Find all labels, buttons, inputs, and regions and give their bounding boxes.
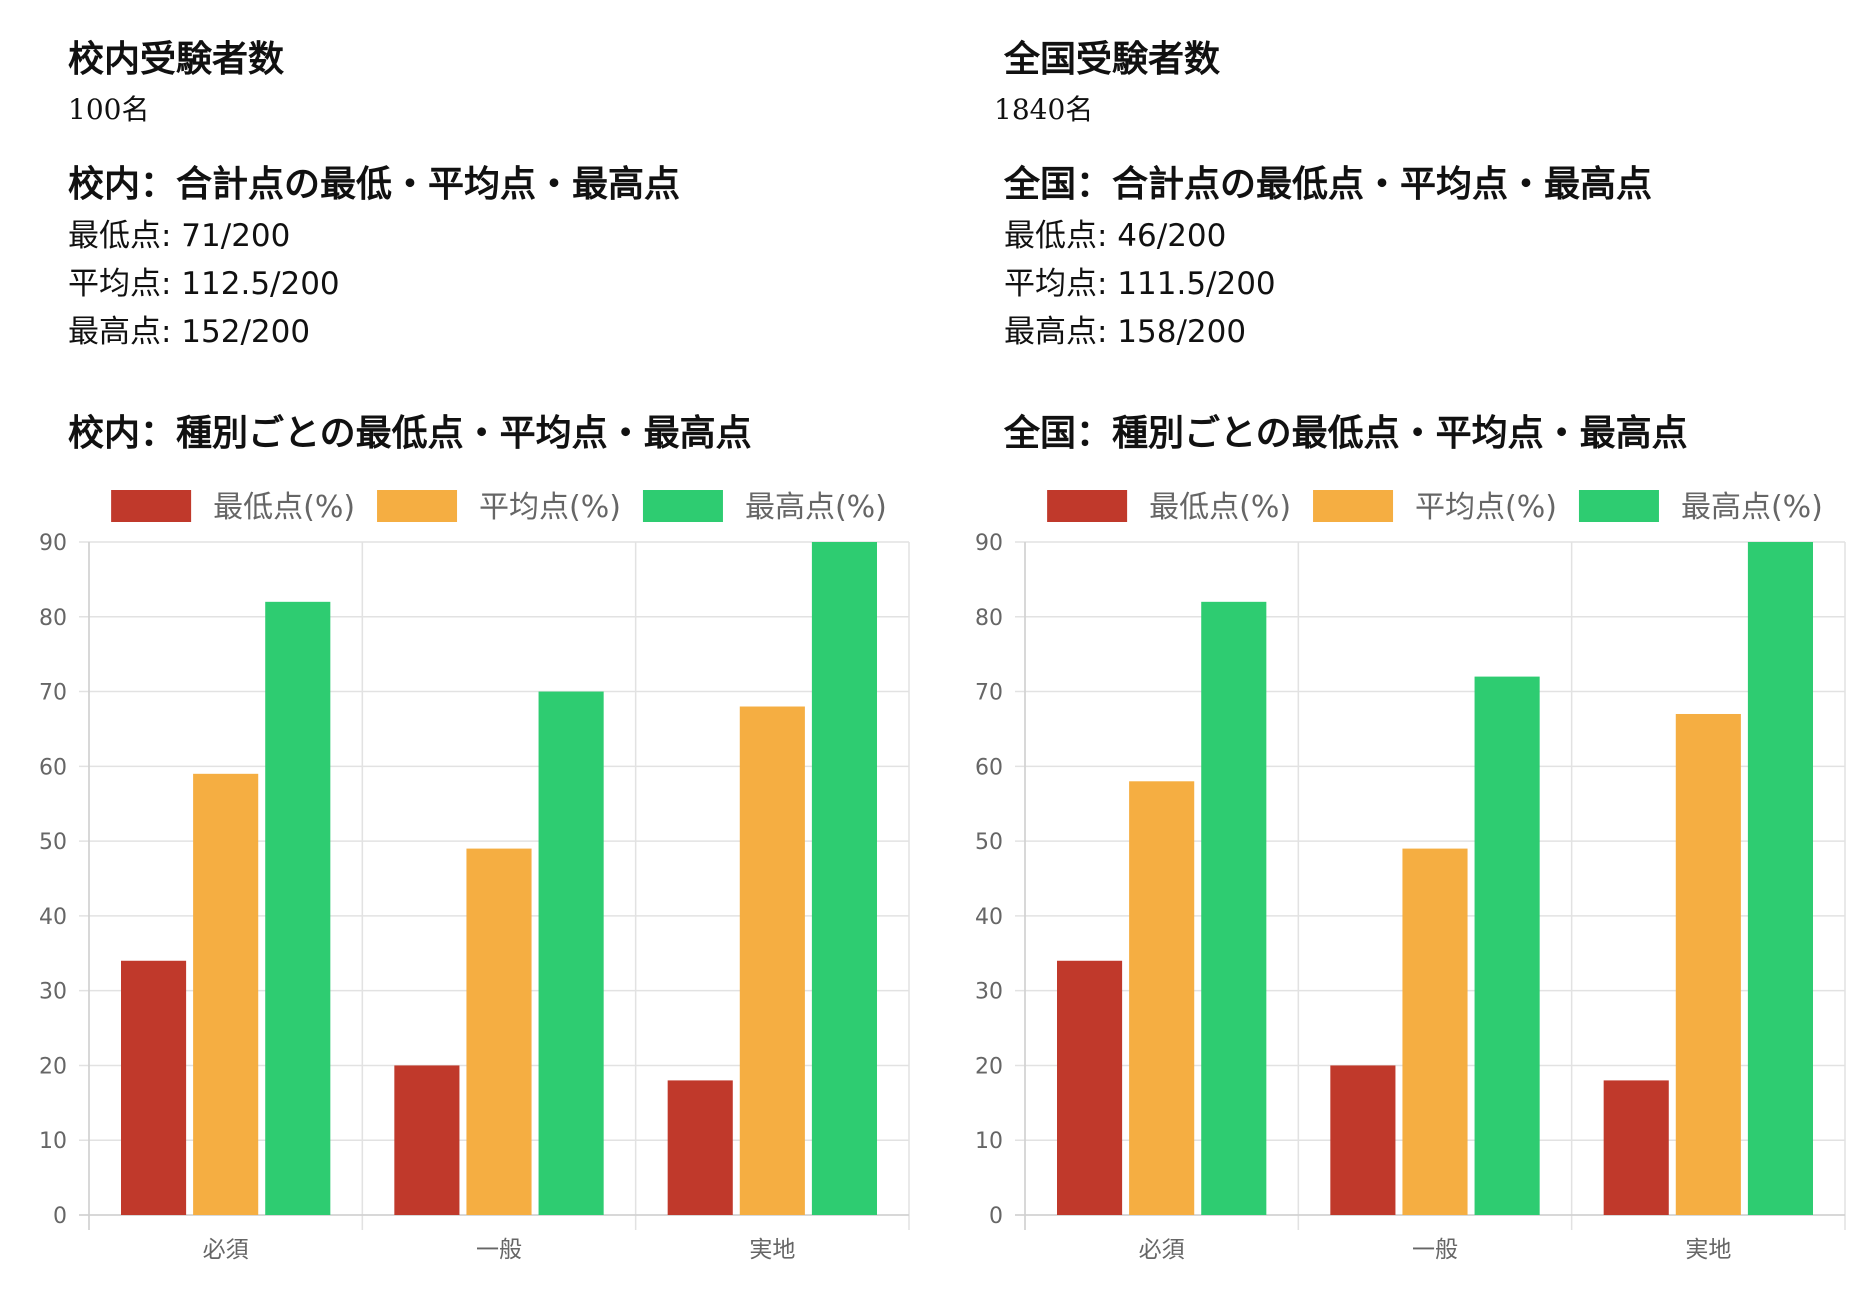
y-tick-label: 90 [39, 531, 67, 556]
x-tick-label: 必須 [203, 1237, 249, 1263]
national-count-value: 1840名 [994, 93, 1094, 126]
y-tick-label: 10 [39, 1129, 67, 1154]
school-count-value: 100名 [68, 93, 150, 126]
legend-swatch [642, 490, 723, 522]
y-tick-label: 10 [975, 1129, 1003, 1154]
bar [394, 1065, 460, 1215]
school-category-title: 校内：種別ごとの最低点・平均点・最高点 [68, 413, 752, 454]
legend-label: 平均点(%) [479, 490, 621, 525]
legend-label: 最低点(%) [1149, 490, 1291, 525]
bar [1603, 1080, 1669, 1215]
national-category-title: 全国：種別ごとの最低点・平均点・最高点 [1004, 413, 1688, 454]
y-tick-label: 60 [39, 755, 67, 780]
bar [466, 848, 532, 1215]
national-panel: 全国受験者数 1840名 全国：合計点の最低点・平均点・最高点 最低点: 46/… [936, 0, 1872, 1310]
x-tick-label: 実地 [749, 1237, 795, 1263]
y-tick-label: 50 [39, 830, 67, 855]
legend-item: 最低点(%) [111, 490, 355, 525]
legend-swatch [111, 490, 192, 522]
bar [667, 1080, 733, 1215]
legend-item: 平均点(%) [1313, 490, 1557, 525]
legend-item: 平均点(%) [377, 490, 621, 525]
bar [121, 960, 187, 1215]
y-tick-label: 60 [975, 755, 1003, 780]
school-max-stat: 最高点: 152/200 [68, 314, 311, 350]
national-avg-stat: 平均点: 111.5/200 [1004, 266, 1276, 302]
x-tick-label: 一般 [1412, 1237, 1458, 1263]
y-tick-label: 40 [39, 905, 67, 930]
bar [538, 691, 604, 1215]
legend-item: 最低点(%) [1047, 490, 1291, 525]
y-tick-label: 40 [975, 905, 1003, 930]
bar [1747, 542, 1813, 1215]
bar [739, 706, 805, 1215]
school-panel: 校内受験者数 100名 校内：合計点の最低・平均点・最高点 最低点: 71/20… [39, 39, 910, 1263]
legend-item: 最高点(%) [642, 490, 887, 525]
y-tick-label: 20 [39, 1054, 67, 1079]
y-tick-label: 80 [39, 606, 67, 631]
school-avg-stat: 平均点: 112.5/200 [68, 266, 340, 302]
x-tick-label: 一般 [476, 1237, 522, 1263]
y-tick-label: 0 [989, 1204, 1003, 1229]
school-category-chart: 0 10 20 30 40 50 60 70 80 90 必須 一般 実地 最低点(%) 平均点(%) 最高点… [39, 490, 910, 1263]
bar [1402, 848, 1468, 1215]
bar [1201, 601, 1267, 1215]
legend-swatch [1578, 490, 1659, 522]
school-count-title: 校内受験者数 [68, 39, 285, 80]
bar [1129, 781, 1195, 1215]
school-total-title: 校内：合計点の最低・平均点・最高点 [68, 164, 681, 205]
legend-label: 最高点(%) [1681, 490, 1823, 525]
y-tick-label: 70 [975, 681, 1003, 706]
national-count-title: 全国受験者数 [1004, 39, 1221, 80]
legend-label: 最高点(%) [745, 490, 887, 525]
bar [1675, 713, 1741, 1215]
legend-swatch [1313, 490, 1394, 522]
bar [265, 601, 331, 1215]
y-tick-label: 30 [975, 980, 1003, 1005]
legend-label: 最低点(%) [213, 490, 355, 525]
y-tick-label: 0 [53, 1204, 67, 1229]
x-tick-label: 実地 [1685, 1237, 1731, 1263]
x-tick-label: 必須 [1139, 1237, 1185, 1263]
y-tick-label: 80 [975, 606, 1003, 631]
bar [193, 773, 259, 1215]
legend-swatch [377, 490, 458, 522]
legend-label: 平均点(%) [1415, 490, 1557, 525]
legend-swatch [1047, 490, 1128, 522]
y-tick-label: 50 [975, 830, 1003, 855]
national-max-stat: 最高点: 158/200 [1004, 314, 1247, 350]
bar [811, 542, 877, 1215]
bar [1330, 1065, 1396, 1215]
bar [1474, 676, 1540, 1215]
national-category-chart: 0 10 20 30 40 50 60 70 80 90 必須 一般 実地 最低点(%) 平均点(%) 最高点… [975, 490, 1846, 1263]
y-tick-label: 90 [975, 531, 1003, 556]
y-tick-label: 30 [39, 980, 67, 1005]
bar [1057, 960, 1123, 1215]
school-min-stat: 最低点: 71/200 [68, 218, 291, 254]
national-total-title: 全国：合計点の最低点・平均点・最高点 [1004, 164, 1653, 205]
national-min-stat: 最低点: 46/200 [1004, 218, 1227, 254]
legend-item: 最高点(%) [1578, 490, 1823, 525]
y-tick-label: 70 [39, 681, 67, 706]
y-tick-label: 20 [975, 1054, 1003, 1079]
